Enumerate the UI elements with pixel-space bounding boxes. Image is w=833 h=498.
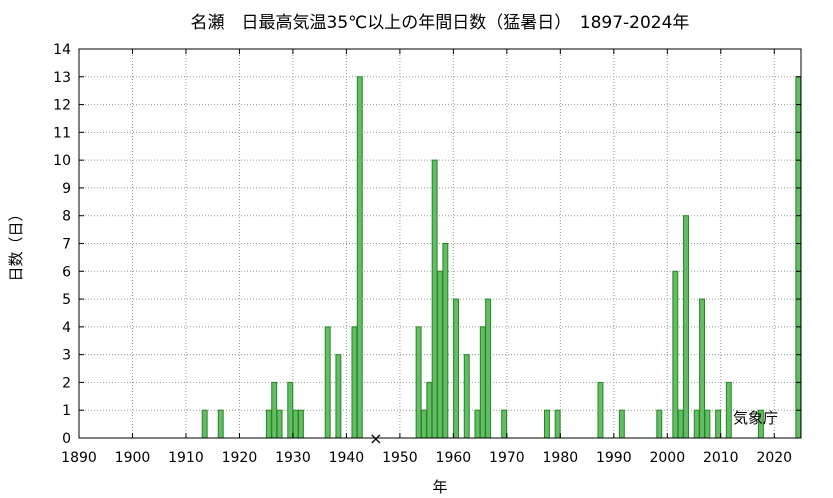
bar-1930	[292, 409, 299, 439]
bar-1965	[479, 326, 486, 439]
x-tick-label: 1920	[222, 450, 258, 466]
bar-2003	[683, 215, 689, 439]
bar-1958	[442, 243, 449, 439]
bar-1931	[297, 409, 304, 439]
y-axis-label: 日数（日）	[7, 206, 25, 281]
bar-1929	[287, 381, 294, 439]
y-tick-label: 13	[53, 70, 71, 86]
bar-1987	[597, 381, 604, 439]
y-tick-label: 9	[62, 181, 71, 197]
bar-1913	[201, 409, 208, 439]
x-tick-label: 1890	[61, 450, 97, 466]
bar-1956	[431, 159, 438, 439]
y-tick-label: 12	[53, 98, 71, 114]
bar-1998	[656, 409, 663, 439]
x-tick-label: 1980	[543, 450, 579, 466]
bar-1941	[351, 326, 358, 439]
bar-2007	[704, 409, 711, 439]
x-tick-label: 1970	[489, 450, 525, 466]
bar-1957	[437, 270, 443, 439]
x-tick-label: 2010	[703, 450, 739, 466]
bar-2011	[725, 381, 732, 439]
x-tick-label: 2020	[756, 450, 792, 466]
grid	[79, 49, 801, 438]
bar-1979	[554, 409, 561, 439]
bar-1938	[335, 354, 342, 439]
x-tick-label: 1960	[436, 450, 472, 466]
bar-1962	[463, 354, 470, 439]
x-tick-label: 1940	[329, 450, 365, 466]
y-tick-label: 4	[62, 320, 71, 336]
y-tick-label: 11	[53, 125, 71, 141]
x-axis-label: 年	[432, 478, 447, 496]
x-tick-label: 2000	[649, 450, 685, 466]
bar-1926	[271, 381, 278, 439]
bar-1964	[474, 409, 481, 439]
bar-2005	[693, 409, 700, 439]
x-tick-label: 1930	[275, 450, 311, 466]
bar-1969	[501, 409, 508, 439]
x-tick-label: 1900	[115, 450, 151, 466]
y-tick-label: 14	[53, 42, 71, 58]
bar-1953	[415, 326, 422, 439]
bar-1977	[544, 409, 550, 439]
bar-1942	[356, 76, 363, 439]
bar-2001	[672, 270, 679, 439]
bars	[201, 76, 802, 439]
y-tick-label: 1	[62, 403, 71, 419]
x-tick-label: 1990	[596, 450, 632, 466]
bar-1936	[324, 326, 331, 439]
y-tick-label: 0	[62, 431, 71, 447]
missing-year-marker: ×	[369, 429, 382, 448]
bar-2002	[677, 409, 684, 439]
bar-1960	[453, 298, 460, 439]
bar-1925	[265, 409, 272, 439]
bar-1991	[618, 409, 625, 439]
bar-1916	[217, 409, 224, 439]
y-tick-label: 3	[62, 348, 71, 364]
y-tick-label: 6	[62, 264, 71, 280]
y-tick-label: 7	[62, 237, 71, 253]
x-tick-label: 1910	[168, 450, 204, 466]
y-tick-label: 10	[53, 153, 71, 169]
bar-1927	[276, 409, 283, 439]
chart-title: 名瀬 日最高気温35℃以上の年間日数（猛暑日） 1897-2024年	[191, 13, 690, 33]
x-tick-label: 1950	[382, 450, 418, 466]
y-tick-label: 8	[62, 209, 71, 225]
bar-2009	[715, 409, 722, 439]
bar-2006	[699, 298, 706, 439]
bar-1966	[485, 298, 492, 439]
y-tick-label: 2	[62, 375, 71, 391]
bar-1954	[420, 409, 427, 439]
bar-2024	[795, 76, 802, 439]
y-tick-label: 5	[62, 292, 71, 308]
bar-1955	[426, 381, 433, 439]
source-label: 気象庁	[733, 409, 778, 427]
